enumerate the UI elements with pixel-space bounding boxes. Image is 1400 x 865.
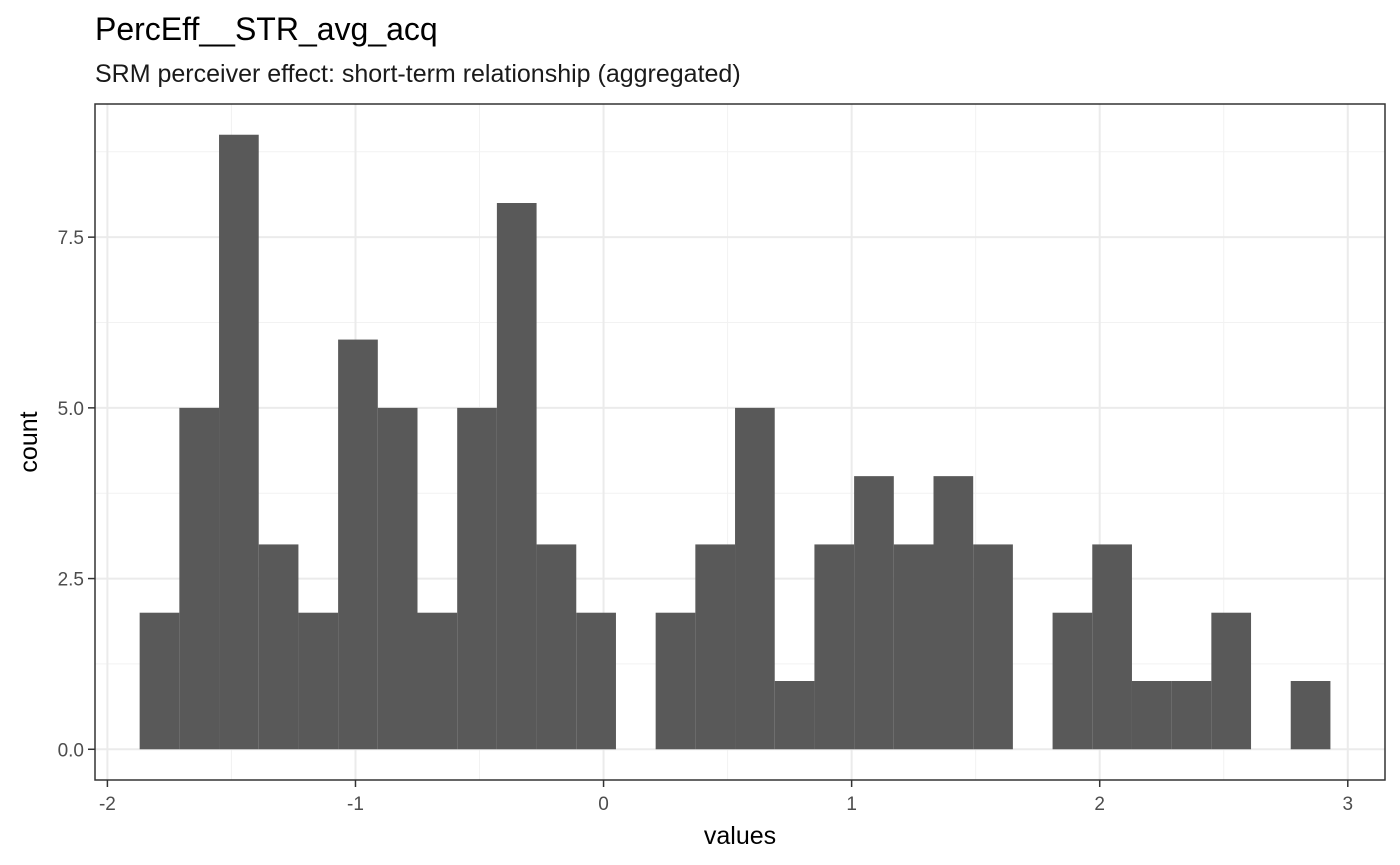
y-tick-label: 0.0	[58, 740, 84, 761]
histogram-bar	[814, 544, 855, 750]
histogram-bar	[655, 612, 696, 750]
histogram-bar	[1211, 612, 1252, 750]
histogram-bar	[893, 544, 934, 750]
y-axis-title: count	[15, 411, 43, 472]
y-axis: 0.0 2.5 5.0 7.5	[58, 228, 95, 761]
histogram-bar	[1131, 680, 1172, 750]
histogram-bar	[695, 544, 736, 750]
histogram-bar	[298, 612, 339, 750]
chart-subtitle: SRM perceiver effect: short-term relatio…	[95, 60, 741, 88]
histogram-bar	[139, 612, 180, 750]
histogram-bar	[1092, 544, 1132, 750]
histogram-bar	[735, 407, 775, 750]
histogram-bar	[536, 544, 577, 750]
histogram-bar	[457, 407, 497, 750]
histogram-bar	[774, 680, 815, 750]
histogram-bar	[179, 407, 220, 750]
x-tick-label: 3	[1342, 794, 1353, 815]
histogram-bar	[576, 612, 616, 750]
x-tick-label: 0	[598, 794, 609, 815]
histogram-bar	[417, 612, 458, 750]
histogram-bar	[1290, 680, 1331, 750]
x-tick-label: 2	[1094, 794, 1105, 815]
panel-border	[94, 103, 1386, 781]
histogram-bar	[258, 544, 299, 750]
y-tick-label: 7.5	[58, 228, 84, 249]
histogram-bar	[973, 544, 1013, 750]
y-tick-label: 5.0	[58, 399, 84, 420]
histogram-bar	[377, 407, 418, 750]
histogram-bar	[496, 203, 537, 750]
x-axis: -2 -1 0 1 2 3	[99, 780, 1353, 815]
y-tick-label: 2.5	[58, 570, 84, 591]
x-tick-label: 1	[846, 794, 857, 815]
histogram-bar	[933, 476, 974, 750]
histogram-bar	[338, 339, 378, 750]
histogram-bar	[1052, 612, 1093, 750]
chart-title: PercEff__STR_avg_acq	[95, 11, 438, 47]
histogram-bars	[139, 134, 1331, 750]
histogram-bar	[1171, 680, 1212, 750]
x-axis-title: values	[704, 822, 776, 850]
x-tick-label: -1	[347, 794, 364, 815]
plot-panel	[94, 103, 1386, 781]
x-tick-label: -2	[99, 794, 116, 815]
histogram-bar	[219, 134, 259, 750]
histogram-bar	[854, 476, 894, 750]
